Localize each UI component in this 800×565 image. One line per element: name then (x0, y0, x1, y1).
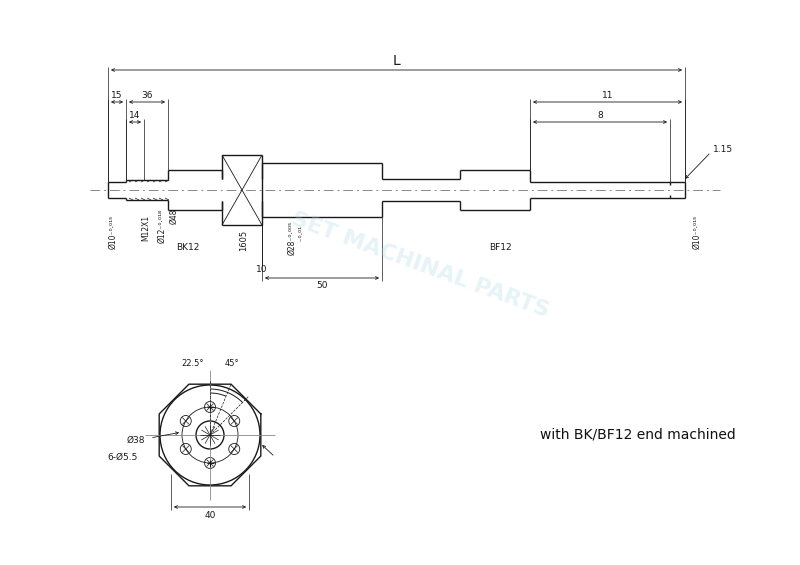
Text: BK12: BK12 (176, 244, 200, 253)
Text: M12X1: M12X1 (142, 215, 150, 241)
Text: with BK/BF12 end machined: with BK/BF12 end machined (540, 428, 736, 442)
Text: 1605: 1605 (239, 229, 249, 250)
Text: L: L (393, 54, 400, 68)
Text: BF12: BF12 (489, 244, 511, 253)
Text: Ø28⁻⁰⋅⁰⁰⁵
    ⁻⁰⋅⁰¹: Ø28⁻⁰⋅⁰⁰⁵ ⁻⁰⋅⁰¹ (287, 221, 306, 255)
Text: 8: 8 (597, 111, 603, 120)
Text: Ø10⁻⁰⋅⁰¹⁵: Ø10⁻⁰⋅⁰¹⁵ (693, 215, 702, 249)
Text: Ø48: Ø48 (170, 208, 178, 224)
Text: 10: 10 (256, 266, 268, 275)
Text: 1.15: 1.15 (713, 146, 733, 154)
Text: 40: 40 (204, 511, 216, 519)
Text: SET MACHINAL PARTS: SET MACHINAL PARTS (288, 209, 552, 321)
Text: Ø38: Ø38 (126, 436, 145, 445)
Text: Ø10⁻⁰⋅⁰¹⁵: Ø10⁻⁰⋅⁰¹⁵ (109, 215, 118, 249)
Text: 11: 11 (602, 90, 614, 99)
Text: 22.5°: 22.5° (182, 359, 204, 368)
Text: 50: 50 (316, 281, 328, 290)
Text: Ø12⁻⁰⋅⁰¹⁸: Ø12⁻⁰⋅⁰¹⁸ (158, 209, 166, 243)
Text: 6-Ø5.5: 6-Ø5.5 (108, 453, 138, 462)
Text: 15: 15 (111, 90, 122, 99)
Text: 45°: 45° (225, 359, 239, 368)
Text: 14: 14 (130, 111, 141, 120)
Text: 36: 36 (142, 90, 153, 99)
